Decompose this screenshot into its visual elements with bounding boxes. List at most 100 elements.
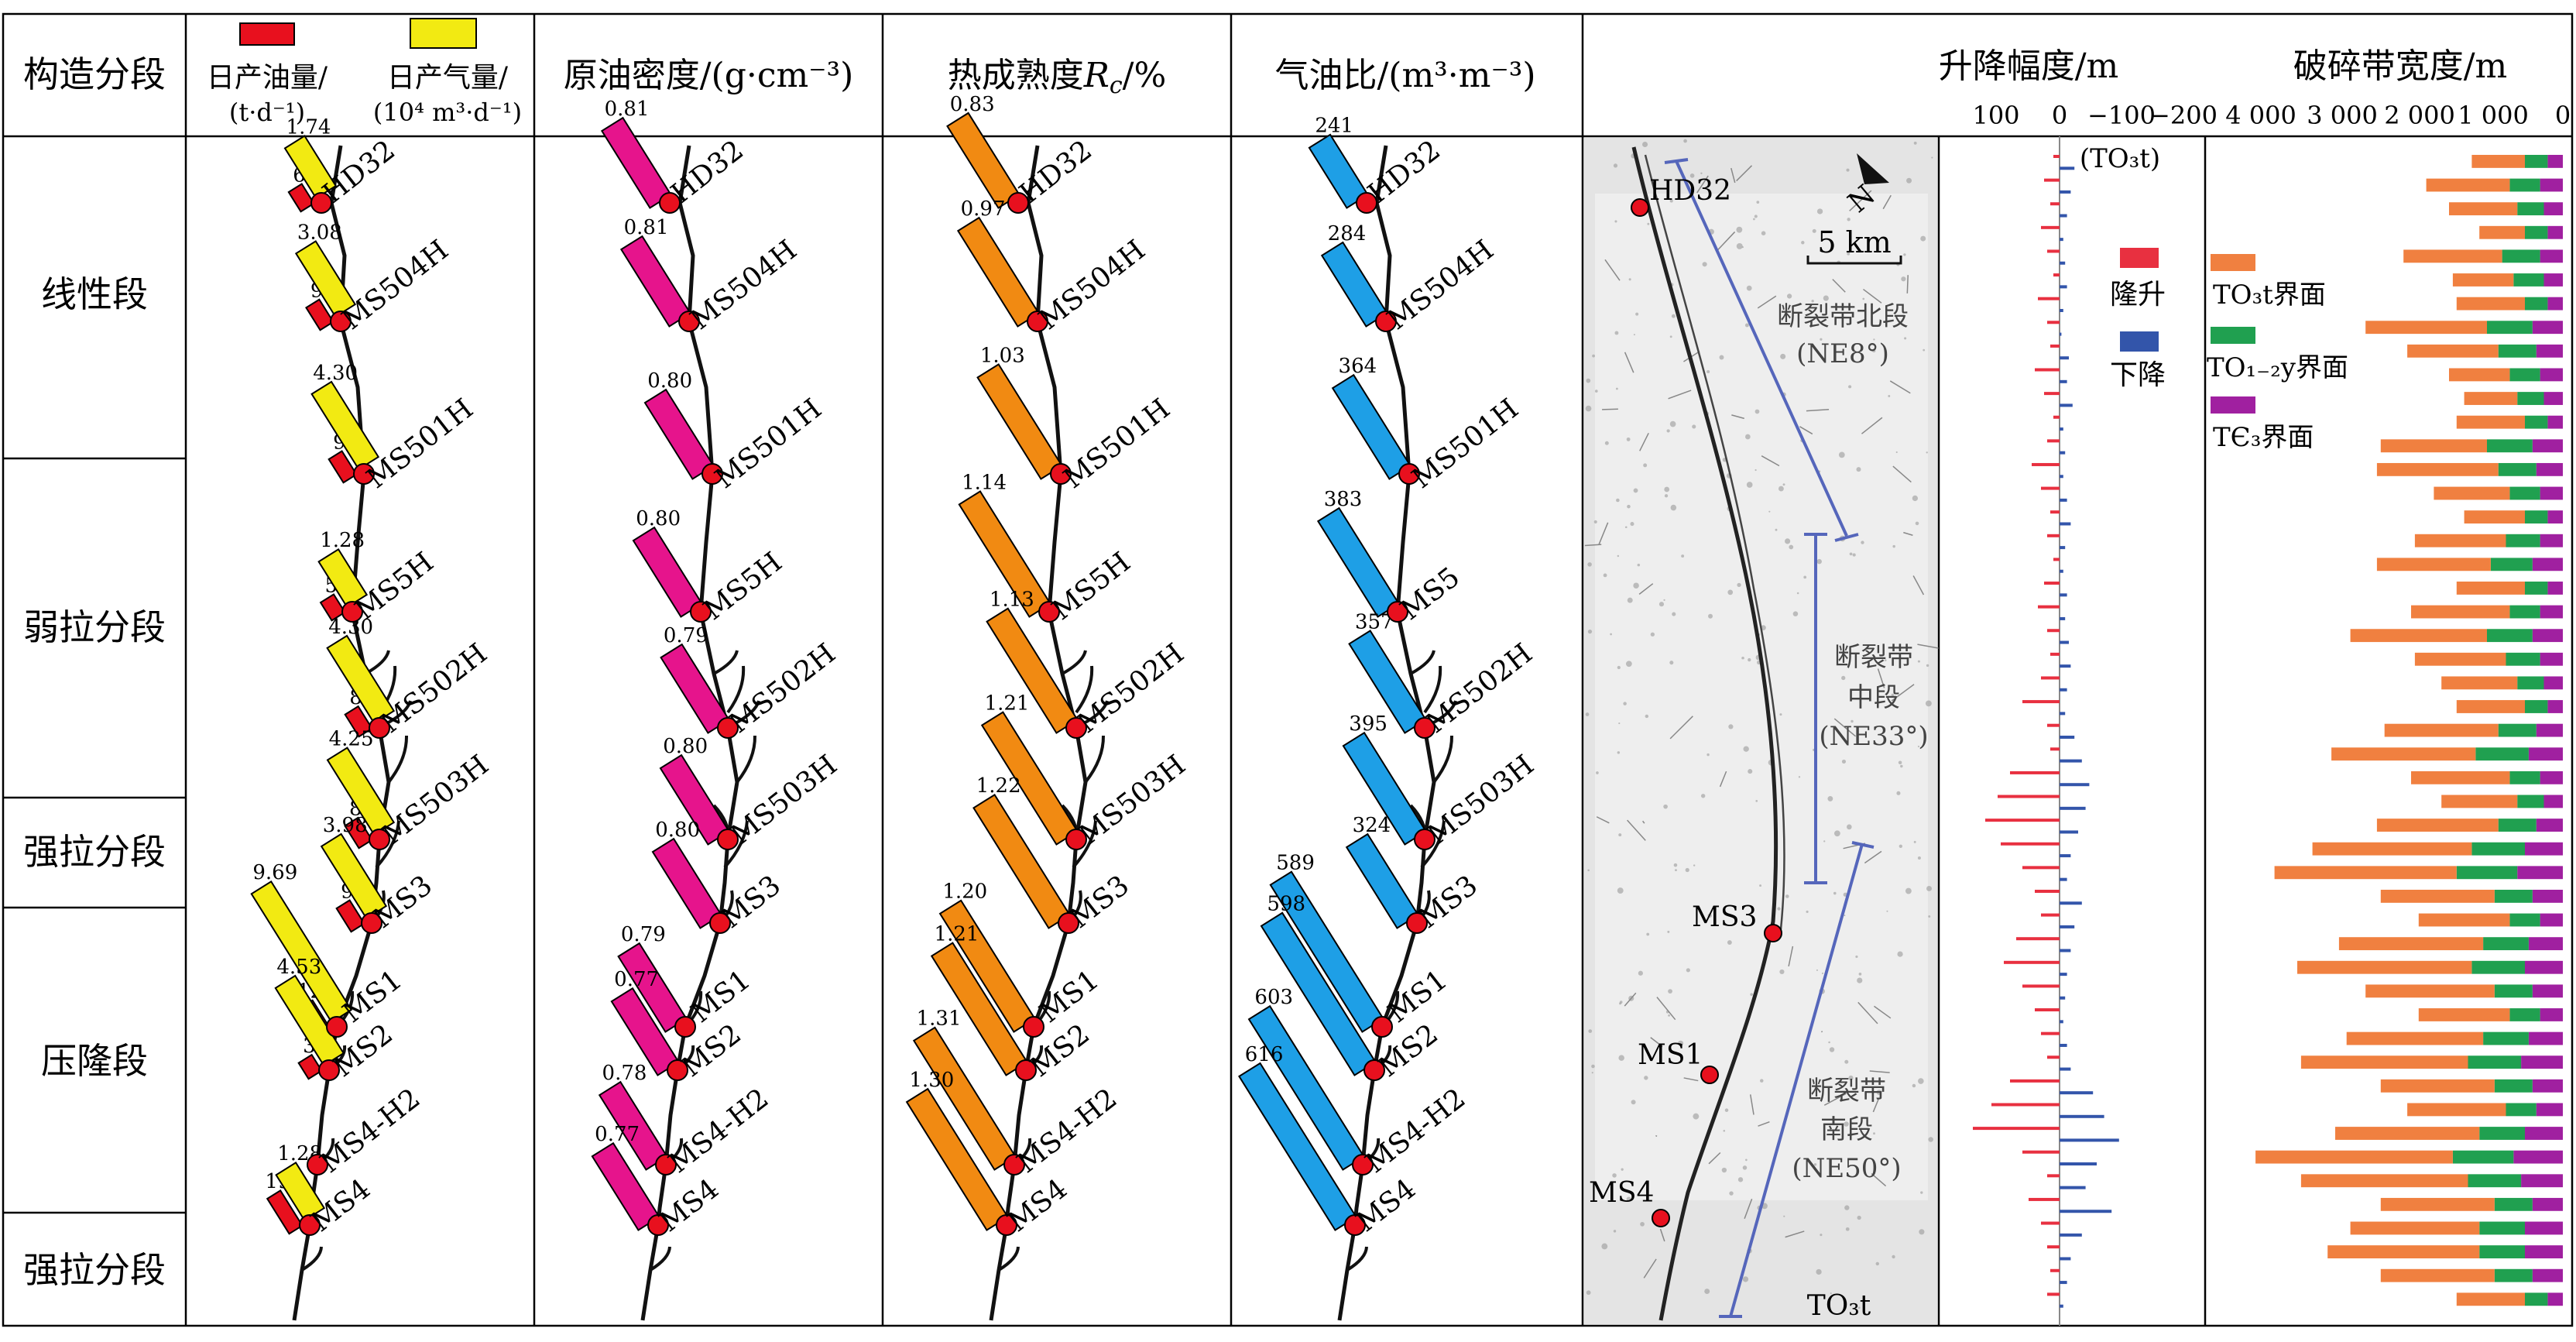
- map-speck: [1780, 353, 1786, 359]
- map-speck: [1587, 630, 1593, 634]
- fault-branch: [723, 820, 749, 869]
- segment-label: 弱拉分段: [23, 606, 166, 648]
- map-speck: [1862, 297, 1865, 300]
- width-bar-segment: [2525, 1292, 2548, 1306]
- oil-bar: [287, 183, 315, 213]
- uplift-bar: [2041, 1031, 2060, 1035]
- width-bar-segment: [2525, 1221, 2563, 1235]
- width-bar-segment: [2411, 771, 2510, 784]
- gor-bar-group: 284: [1320, 222, 1388, 328]
- gor-bar-value: 616: [1245, 1043, 1284, 1066]
- map-speck: [1852, 553, 1856, 557]
- map-speck: [1827, 795, 1833, 801]
- subside-bar: [2060, 1186, 2086, 1189]
- map-speck: [1727, 589, 1734, 595]
- uplift-bar: [2044, 392, 2060, 396]
- density-bar-group: 0.79: [617, 923, 688, 1033]
- subside-bar: [2060, 901, 2082, 905]
- header-maturity: 热成熟度Rc/%: [948, 56, 1167, 99]
- subside-bar: [2060, 1257, 2071, 1261]
- gor-bar-group: 395: [1342, 712, 1427, 846]
- maturity-bar-group: 1.22: [972, 774, 1071, 929]
- gas-bar: [275, 1161, 326, 1222]
- header-width: 破碎带宽度/m: [2293, 46, 2508, 86]
- map-lineament: [1736, 165, 1753, 182]
- subside-bar: [2060, 356, 2069, 360]
- uplift-bar: [2041, 676, 2060, 680]
- uplift-bar: [2047, 534, 2060, 537]
- map-speck: [1708, 613, 1713, 619]
- width-bar-segment: [2494, 1079, 2533, 1093]
- uplift-bar: [2041, 225, 2060, 229]
- map-speck: [1906, 177, 1912, 184]
- gas-bar-group: 3.08: [294, 221, 357, 318]
- map-speck: [1872, 349, 1876, 353]
- width-bar-segment: [2441, 676, 2518, 690]
- map-lineament: [1719, 771, 1727, 788]
- panel-gor: 241 284 364 383 357 395 324 589 598 603 616 HD32 MS5…: [1238, 115, 1540, 1321]
- map-speck: [1903, 253, 1906, 256]
- map-lineament: [1744, 1198, 1753, 1220]
- density-bar-value: 0.79: [664, 624, 708, 647]
- map-lineament: [1903, 531, 1913, 536]
- width-bar-segment: [2376, 558, 2491, 571]
- uplift-bar: [2050, 1268, 2060, 1272]
- gas-bar-group: 4.25: [326, 727, 396, 836]
- map-lineament: [1624, 352, 1634, 373]
- map-speck: [1915, 521, 1919, 526]
- panel-maturity: 0.83 0.97 1.03 1.14 1.13 1.21 1.22 1.20 1.21 1.31…: [905, 93, 1192, 1321]
- subside-bar: [2060, 973, 2067, 976]
- map-lineament: [1758, 1121, 1770, 1127]
- uplift-bar: [2022, 1150, 2060, 1154]
- map-speck: [1678, 1040, 1684, 1046]
- segment-label: 线性段: [41, 273, 148, 315]
- map-speck: [1613, 163, 1618, 168]
- width-bar-segment: [2471, 842, 2525, 856]
- map-lineament: [1639, 432, 1649, 451]
- map-speck: [1812, 228, 1816, 233]
- uplift-bar: [2016, 937, 2060, 941]
- map-lineament: [1799, 426, 1813, 435]
- density-bar-value: 0.77: [614, 968, 659, 991]
- gor-bar-value: 324: [1353, 814, 1391, 837]
- width-bar-segment: [2384, 723, 2499, 737]
- map-speck: [1829, 1047, 1835, 1052]
- map-speck: [1801, 241, 1805, 245]
- uplift-bar: [2053, 558, 2060, 561]
- fault-branch: [1430, 700, 1457, 726]
- map-speck: [1693, 1113, 1700, 1120]
- map-lineament: [1871, 1172, 1887, 1187]
- map-lineament: [1731, 414, 1744, 420]
- uplift-bar: [2050, 510, 2060, 514]
- map-speck: [1623, 702, 1627, 705]
- well-label: MS5H: [1046, 546, 1137, 626]
- subside-bar: [2060, 261, 2066, 265]
- maturity-bar-group: 1.30: [905, 1069, 1009, 1231]
- map-speck: [1920, 1191, 1923, 1194]
- well-dot: [326, 1016, 348, 1038]
- width-bar-segment: [2536, 1103, 2563, 1117]
- well-dot: [318, 1059, 340, 1081]
- map-speck: [1779, 969, 1785, 975]
- width-bar-segment: [2365, 321, 2487, 335]
- well-label: HD32: [1014, 134, 1098, 210]
- width-bar-segment: [2517, 202, 2544, 216]
- well-dot: [369, 717, 390, 739]
- well-label: MS503H: [1422, 749, 1540, 851]
- well-dot: [1015, 1059, 1037, 1081]
- density-bar-group: 0.81: [600, 98, 672, 209]
- panel-oil-gas: 651.74903.08984.30521.28874.30894.25983.…: [250, 115, 495, 1321]
- map-mid-segment-angle: (NE33°): [1819, 721, 1928, 752]
- subside-bar: [2060, 190, 2071, 194]
- map-speck: [1796, 592, 1799, 595]
- well-dot: [1352, 1154, 1374, 1176]
- width-bar-segment: [2543, 273, 2563, 287]
- map-speck: [1917, 856, 1921, 860]
- density-bar: [632, 526, 703, 618]
- width-bar-segment: [2490, 558, 2533, 571]
- fault-branch: [387, 735, 409, 784]
- map-south-segment-angle: (NE50°): [1792, 1153, 1901, 1184]
- map-lineament: [1806, 408, 1830, 412]
- map-lineament: [1833, 718, 1857, 737]
